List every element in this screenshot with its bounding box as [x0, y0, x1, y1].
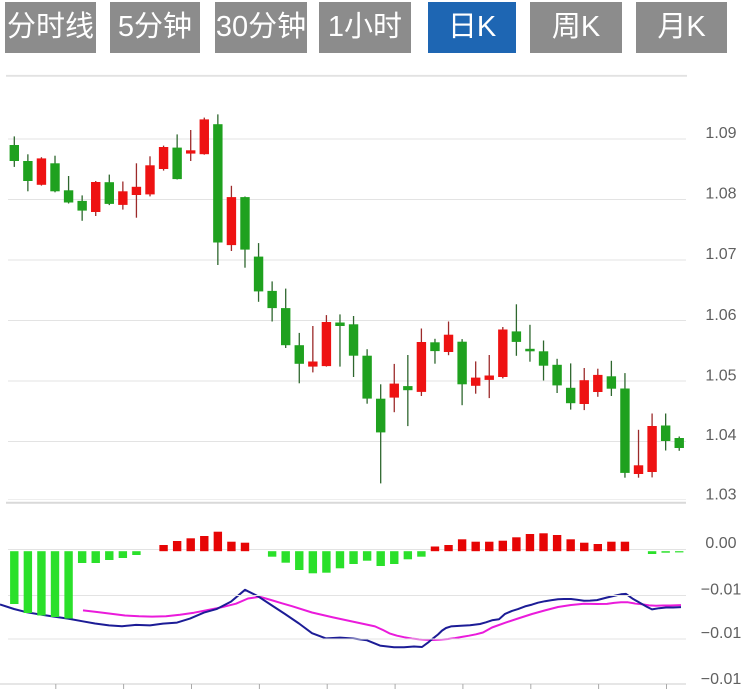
svg-text:1.08: 1.08	[705, 186, 736, 203]
svg-text:1.05: 1.05	[705, 368, 736, 385]
svg-text:0.00: 0.00	[705, 535, 736, 552]
svg-text:1.07: 1.07	[705, 246, 736, 263]
svg-text:1.04: 1.04	[705, 427, 736, 444]
svg-text:−0.01: −0.01	[701, 582, 742, 599]
svg-text:1.06: 1.06	[705, 307, 736, 324]
svg-text:−0.01: −0.01	[701, 625, 742, 642]
svg-text:1.03: 1.03	[705, 487, 736, 504]
svg-text:−0.01: −0.01	[701, 671, 742, 688]
svg-text:1.09: 1.09	[705, 125, 736, 142]
